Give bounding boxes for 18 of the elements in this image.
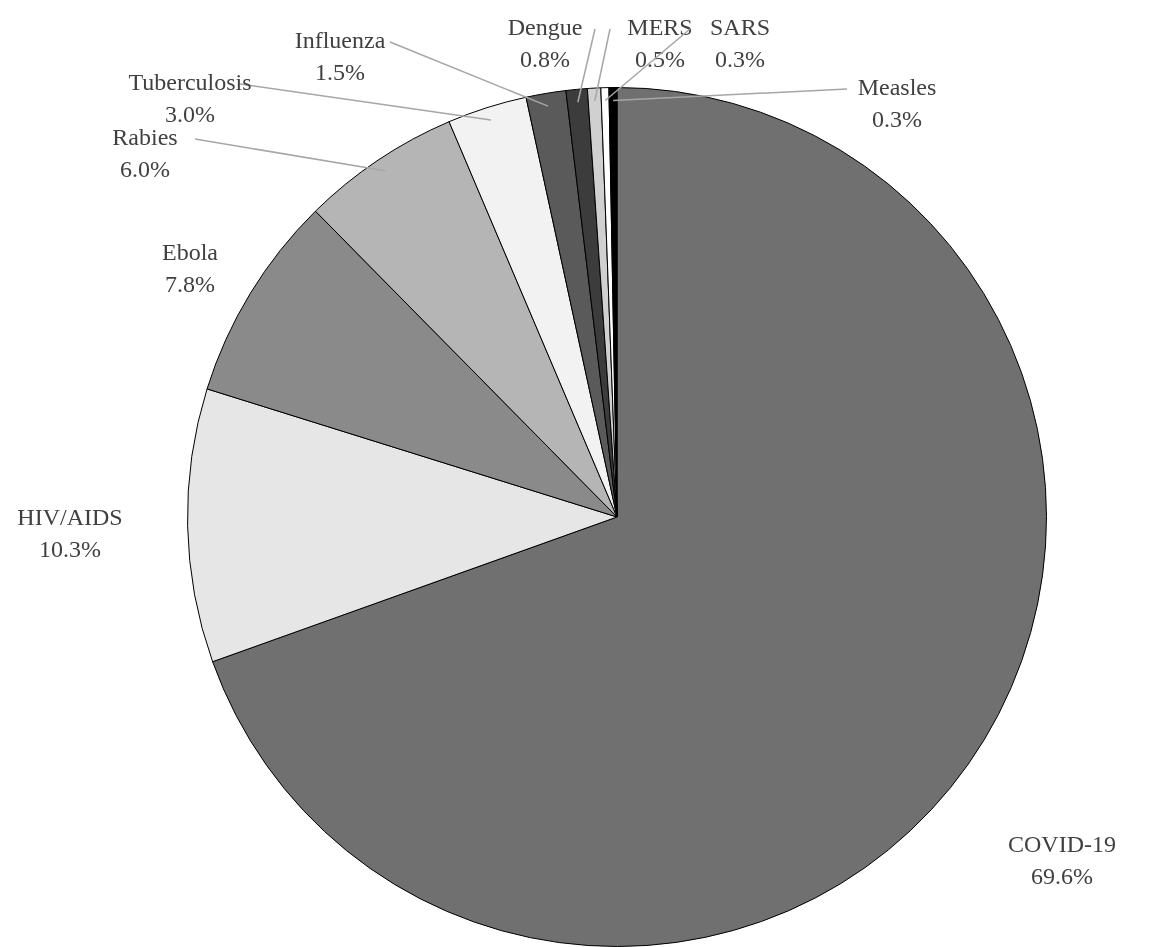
- data-label: 0.3%: [715, 46, 765, 73]
- slice-label: Measles: [857, 74, 937, 101]
- slice-label: SARS: [709, 14, 771, 41]
- slice-label: Dengue: [507, 14, 583, 41]
- slice-label: MERS: [627, 14, 693, 41]
- data-label: 0.3%: [872, 106, 922, 133]
- data-label: 1.5%: [315, 59, 365, 86]
- data-label: 0.5%: [635, 46, 685, 73]
- slice-label: COVID-19: [1008, 831, 1116, 858]
- data-label: 7.8%: [165, 271, 215, 298]
- data-label: 0.8%: [520, 46, 570, 73]
- data-label: 6.0%: [120, 156, 170, 183]
- data-label: 69.6%: [1031, 863, 1093, 890]
- slice-label: Ebola: [162, 239, 219, 266]
- data-label: 10.3%: [39, 536, 101, 563]
- slice-label: HIV/AIDS: [17, 504, 123, 531]
- slice-label: Tuberculosis: [128, 69, 252, 96]
- slice-label: Influenza: [294, 27, 386, 54]
